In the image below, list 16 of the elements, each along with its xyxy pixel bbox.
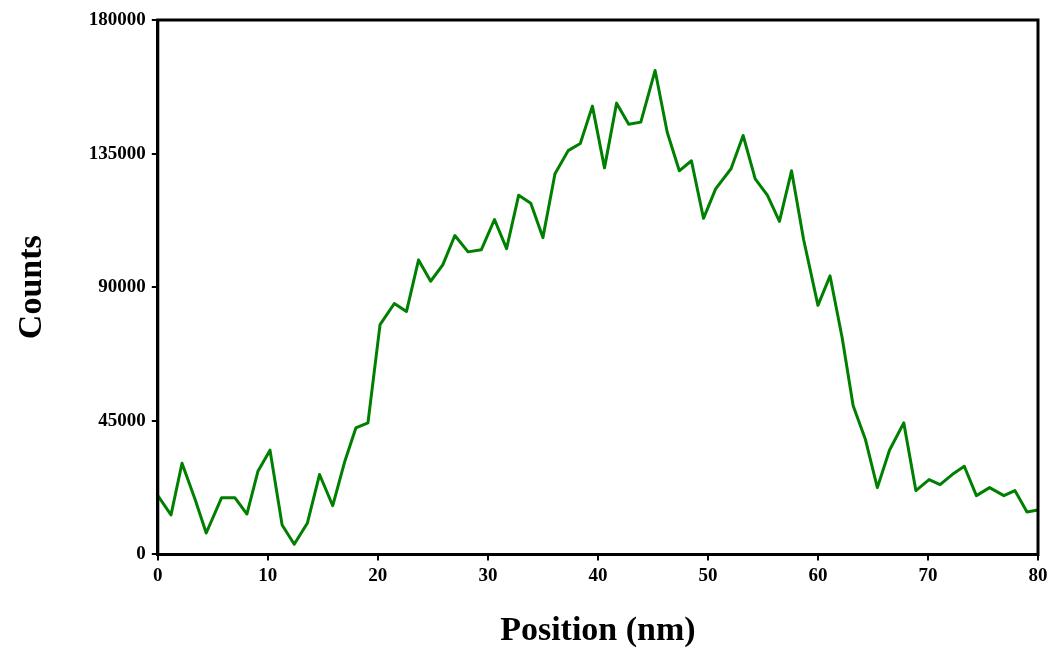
x-tick-label: 50 [698,563,718,585]
y-tick-label: 90000 [98,275,146,297]
x-tick-label: 40 [588,563,608,585]
x-axis-title: Position (nm) [500,610,696,649]
x-tick-label: 70 [918,563,938,585]
x-tick-label: 10 [258,563,278,585]
x-tick-label: 30 [478,563,498,585]
y-tick-label: 0 [136,542,146,564]
x-tick-label: 60 [808,563,828,585]
x-tick-label: 80 [1028,563,1048,585]
y-tick-label: 135000 [88,141,146,163]
x-tick-label: 0 [153,563,163,585]
x-tick-label: 20 [368,563,388,585]
y-tick-label: 45000 [98,408,146,430]
y-tick-label: 180000 [88,7,146,29]
y-axis-title: Counts [11,235,49,340]
